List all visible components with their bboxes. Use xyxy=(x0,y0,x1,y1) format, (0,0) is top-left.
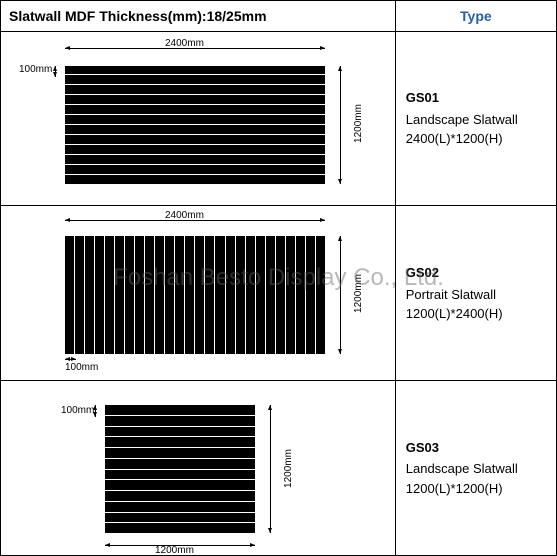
width-label: 1200mm xyxy=(155,545,194,556)
type-cell: GS01 Landscape Slatwall 2400(L)*1200(H) xyxy=(395,31,556,206)
type-code: GS02 xyxy=(406,263,552,283)
diagram-cell: 1200mm 1200mm 100mm xyxy=(1,381,396,556)
type-size: 1200(L)*1200(H) xyxy=(406,481,503,496)
type-size: 2400(L)*1200(H) xyxy=(406,131,503,146)
diagram-gs01: 2400mm 1200mm 100mm xyxy=(5,36,391,202)
slat-panel xyxy=(65,236,325,354)
header-type: Type xyxy=(395,1,556,32)
type-cell: GS03 Landscape Slatwall 1200(L)*1200(H) xyxy=(395,381,556,556)
type-name: Portrait Slatwall xyxy=(406,287,496,302)
height-label: 1200mm xyxy=(353,104,364,143)
pitch-label: 100mm xyxy=(65,362,98,373)
diagram-cell: 2400mm 1200mm 100mm xyxy=(1,31,396,206)
diagram-gs02: 2400mm 1200mm 100mm xyxy=(5,210,391,376)
pitch-label: 100mm xyxy=(61,405,94,416)
spec-table: Slatwall MDF Thickness(mm):18/25mm Type … xyxy=(0,0,557,556)
type-name: Landscape Slatwall xyxy=(406,461,518,476)
type-code: GS03 xyxy=(406,438,552,458)
pitch-arrow xyxy=(95,405,96,417)
header-thickness: Slatwall MDF Thickness(mm):18/25mm xyxy=(1,1,396,32)
diagram-cell: 2400mm 1200mm 100mm xyxy=(1,206,396,381)
pitch-arrow xyxy=(65,359,76,360)
height-label: 1200mm xyxy=(283,449,294,488)
type-code: GS01 xyxy=(406,88,552,108)
height-arrow xyxy=(270,405,271,533)
pitch-label: 100mm xyxy=(19,64,52,75)
width-label: 2400mm xyxy=(165,38,204,49)
pitch-arrow xyxy=(55,66,56,77)
table-row: 2400mm 1200mm 100mm GS02 Portrait Slatwall 12… xyxy=(1,206,557,381)
type-name: Landscape Slatwall xyxy=(406,112,518,127)
type-size: 1200(L)*2400(H) xyxy=(406,306,503,321)
slat-panel xyxy=(105,405,255,533)
diagram-gs03: 1200mm1200mm100mm xyxy=(5,385,391,551)
height-label: 1200mm xyxy=(353,274,364,313)
table-row: 1200mm 1200mm 100mm GS03 Landscape Slatwall 1… xyxy=(1,381,557,556)
table-row: 2400mm 1200mm 100mm GS01 Landscape Slatwall 2… xyxy=(1,31,557,206)
height-arrow xyxy=(340,66,341,184)
width-label: 2400mm xyxy=(165,210,204,221)
header-row: Slatwall MDF Thickness(mm):18/25mm Type xyxy=(1,1,557,32)
height-arrow xyxy=(340,236,341,354)
slat-panel xyxy=(65,66,325,184)
type-cell: GS02 Portrait Slatwall 1200(L)*2400(H) xyxy=(395,206,556,381)
